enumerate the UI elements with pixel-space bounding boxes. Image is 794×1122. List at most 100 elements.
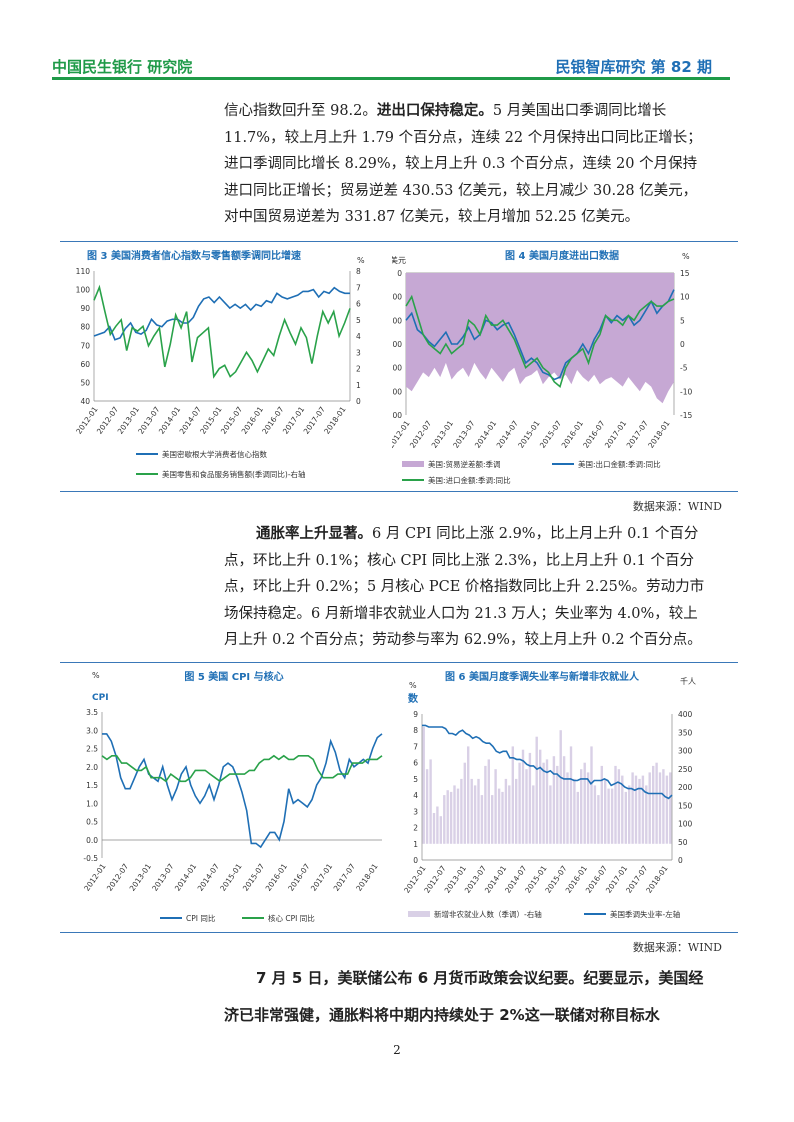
y-tick-label: 2 [413, 824, 418, 833]
inflation-heading: 通胀率上升显著。 [256, 526, 372, 542]
figure-top-rule [60, 241, 738, 242]
series-bar [556, 765, 559, 844]
y-tick-label: 1 [413, 840, 418, 849]
series-line [93, 286, 350, 341]
y2-tick-label: 5 [356, 316, 361, 325]
series-bar [521, 749, 525, 844]
series-bar [593, 785, 597, 844]
x-tick-label: 2018-01 [646, 419, 671, 450]
y-tick-label: 1.0 [86, 799, 98, 808]
y-tick-label: 2.0 [86, 763, 98, 772]
y2-tick-label: 0 [680, 340, 685, 349]
series-bar [460, 778, 463, 844]
y-tick-label: 3 [413, 807, 418, 816]
y2-tick-label: 7 [356, 283, 361, 292]
para1-line1: 信心指数回升至 98.2。进出口保持稳定。5 月美国出口季调同比增长 [224, 103, 667, 119]
series-bar [542, 762, 545, 844]
series-bar [470, 778, 473, 844]
chart-trade: 图 4 美国月度进出口数据 百万美元% 0 -10000 -20000 -30000 -40… [392, 249, 692, 485]
series-bar [600, 765, 603, 844]
legend-label: 新增非农就业人数（季调）-右轴 [434, 909, 542, 919]
series-bar [528, 752, 532, 844]
series-bar [590, 746, 593, 844]
series-bar [634, 775, 638, 844]
para1-line2: 11.7%，较上月上升 1.79 个百分点，连续 22 个月保持出口同比正增长； [224, 129, 702, 146]
page-number: 2 [393, 1043, 401, 1057]
series-bar [518, 762, 521, 844]
x-tick-label: 2012-01 [82, 862, 107, 893]
series-bar [658, 772, 662, 844]
series-bar [497, 788, 501, 844]
left-unit: % [409, 681, 417, 690]
series-bar [576, 791, 579, 844]
left-unit: % [92, 671, 100, 680]
figure-bottom-rule [60, 491, 738, 492]
x-tick-label: 2012-07 [105, 862, 130, 893]
series-bar [425, 769, 429, 844]
right-unit: % [682, 252, 690, 261]
para1-line5: 对中国贸易逆差为 331.87 亿美元，较上月增加 52.25 亿美元。 [224, 209, 640, 225]
chart-title: 图 3 美国消费者信心指数与零售额季调同比增速 [87, 249, 301, 262]
series-bar [453, 785, 456, 844]
y2-tick-label: 5 [680, 316, 685, 325]
series-bar [559, 730, 562, 844]
chart-title: 图 5 美国 CPI 与核心 [184, 670, 283, 683]
y-tick-label: 60 [80, 360, 90, 369]
left-unit: 百万美元 [392, 255, 406, 265]
y2-tick-label: 300 [678, 747, 693, 756]
series-bar [439, 816, 442, 844]
series-bar [614, 765, 617, 844]
series-bar [617, 769, 621, 844]
series-bar [443, 795, 446, 844]
y-tick-label: 70 [80, 341, 90, 350]
y-tick-label: 0 [397, 269, 402, 278]
legend-label: 美国:进口金额:季调:同比 [428, 475, 511, 485]
y2-tick-label: 350 [678, 728, 693, 737]
x-tick-label: 2016-07 [286, 862, 311, 893]
series-area [406, 273, 674, 404]
series-bar [583, 762, 586, 844]
para2-line5: 月上升 0.2 个百分点；劳动参与率为 62.9%，较上月上升 0.2 个百分点… [224, 632, 702, 648]
series-line [422, 724, 673, 800]
right-unit: % [357, 256, 365, 265]
x-tick-label: 2013-01 [128, 862, 153, 893]
paragraph-fed: 7 月 5 日，美联储公布 6 月货币政策会议纪要。纪要显示，美国经 济已非常强… [224, 960, 724, 1034]
y2-tick-label: 0 [678, 856, 683, 865]
header-issue: 民银智库研究 第 82 期 [555, 58, 712, 76]
para3-line1: 7 月 5 日，美联储公布 6 月货币政策会议纪要。纪要显示，美国经 [256, 969, 704, 987]
series-bar [580, 769, 583, 844]
series-line [101, 754, 383, 783]
y-tick-label: -60000 [392, 411, 402, 420]
y-tick-label: 80 [80, 323, 90, 332]
y-tick-label: -50000 [392, 387, 402, 396]
header-org: 中国民生银行 研究院 [52, 58, 193, 76]
paragraph-inflation: 通胀率上升显著。6 月 CPI 同比上涨 2.9%，比上月上升 0.1 个百分 … [224, 521, 724, 654]
x-tick-label: 2018-01 [354, 862, 379, 893]
y-tick-label: 100 [76, 286, 91, 295]
series-bar [597, 795, 600, 844]
paragraph-trade: 信心指数回升至 98.2。进出口保持稳定。5 月美国出口季调同比增长 11.7%… [224, 98, 724, 231]
y2-tick-label: 200 [678, 783, 693, 792]
x-tick-label: 2015-01 [218, 862, 243, 893]
series-bar [456, 788, 460, 844]
series-bar [607, 788, 610, 844]
series-bar [467, 746, 470, 844]
series-bar [638, 778, 641, 844]
left-axis-label: CPI [92, 693, 109, 703]
series-bar [436, 806, 439, 844]
series-bar [477, 778, 480, 844]
series-bar [473, 785, 477, 844]
y-tick-label: 4 [413, 791, 418, 800]
y2-tick-label: 4 [356, 332, 361, 341]
y2-tick-label: 10 [680, 293, 690, 302]
series-bar [566, 772, 569, 844]
y-tick-label: -30000 [392, 340, 402, 349]
series-bar [487, 759, 490, 844]
series-bar [501, 791, 504, 844]
para2-line2: 点，环比上升 0.1%；核心 CPI 同比上涨 2.3%，比上月上升 0.1 个… [224, 552, 694, 569]
x-tick-label: 2017-01 [309, 862, 334, 893]
series-bar [669, 772, 672, 844]
x-tick-label: 2015-07 [241, 862, 266, 893]
legend-label: 核心 CPI 同比 [268, 913, 315, 923]
